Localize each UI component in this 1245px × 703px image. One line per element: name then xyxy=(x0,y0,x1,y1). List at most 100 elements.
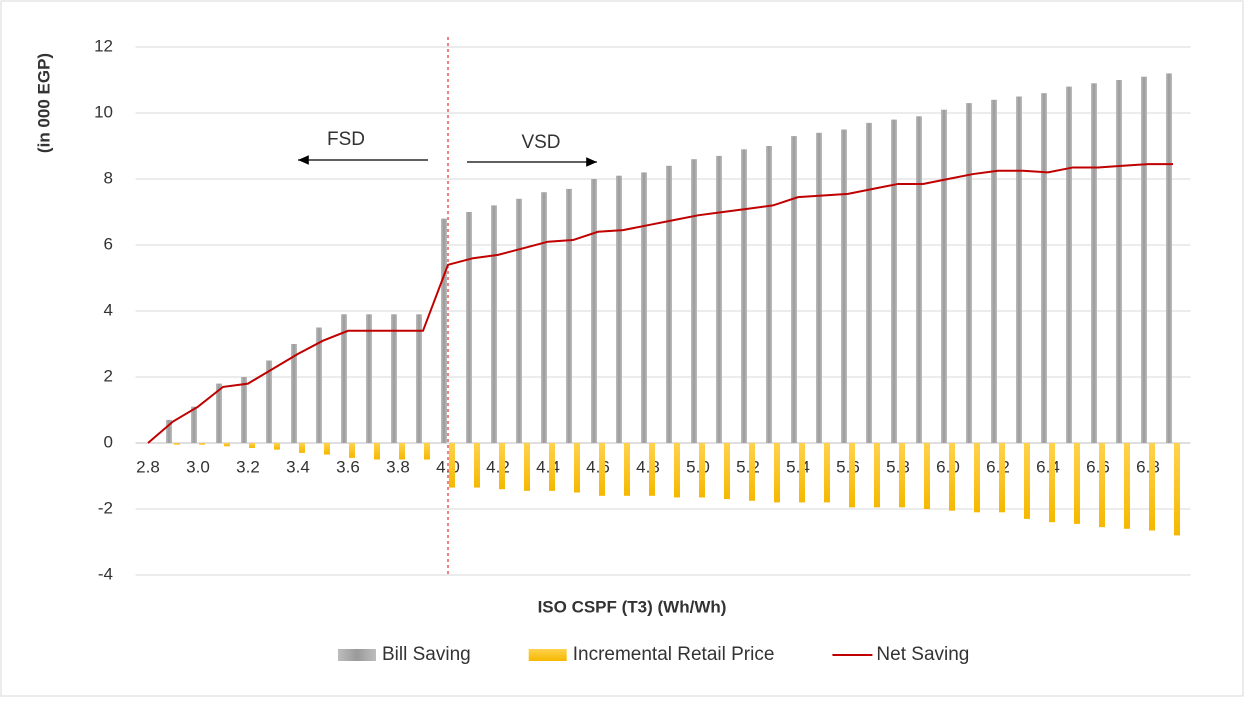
bar xyxy=(566,188,572,443)
bar xyxy=(574,443,580,493)
bar xyxy=(216,383,222,443)
x-tick-label: 3.8 xyxy=(386,457,410,476)
x-tick-label: 2.8 xyxy=(136,457,160,476)
y-axis-title: (in 000 EGP) xyxy=(34,53,53,153)
x-tick-label: 5.2 xyxy=(736,457,760,476)
x-tick-label: 3.6 xyxy=(336,457,360,476)
bar xyxy=(224,443,230,447)
bar xyxy=(491,205,497,443)
bar xyxy=(824,443,830,503)
bar xyxy=(791,136,797,443)
bar xyxy=(799,443,805,503)
bar xyxy=(899,443,905,508)
annotation: FSD xyxy=(327,129,365,150)
y-tick-label: 4 xyxy=(104,300,113,319)
bar xyxy=(241,377,247,443)
bar xyxy=(174,443,180,445)
bar xyxy=(1141,76,1147,443)
x-tick-label: 4.6 xyxy=(586,457,610,476)
bar xyxy=(341,314,347,443)
bar xyxy=(541,192,547,443)
x-tick-label: 6.8 xyxy=(1136,457,1160,476)
bar xyxy=(641,172,647,443)
bar xyxy=(891,119,897,443)
bar xyxy=(424,443,430,460)
y-tick-label: 2 xyxy=(104,366,113,385)
bar xyxy=(874,443,880,508)
x-tick-label: 6.4 xyxy=(1036,457,1060,476)
bar xyxy=(1174,443,1180,536)
bar xyxy=(1124,443,1130,529)
bar xyxy=(624,443,630,496)
x-tick-label: 4.8 xyxy=(636,457,660,476)
bar xyxy=(741,149,747,444)
line xyxy=(147,163,1173,444)
bar xyxy=(1116,80,1122,443)
legend-swatch xyxy=(528,649,567,661)
y-tick-label: 8 xyxy=(104,168,113,187)
y-tick-label: -4 xyxy=(98,564,113,583)
x-tick-label: 6.0 xyxy=(936,457,960,476)
bar xyxy=(549,443,555,491)
bar xyxy=(391,314,397,443)
bar xyxy=(1149,443,1155,531)
bar xyxy=(966,103,972,443)
bar xyxy=(516,198,522,443)
bar xyxy=(774,443,780,503)
bar xyxy=(1016,96,1022,443)
bar xyxy=(499,443,505,490)
bar xyxy=(1041,93,1047,443)
bar xyxy=(991,99,997,444)
bar xyxy=(191,406,197,443)
legend-label: Incremental Retail Price xyxy=(573,644,775,665)
x-tick-label: 4.2 xyxy=(486,457,510,476)
bar xyxy=(691,159,697,443)
bar xyxy=(866,122,872,444)
bar xyxy=(1049,443,1055,523)
bar xyxy=(524,443,530,491)
bar xyxy=(466,212,472,443)
bar xyxy=(266,360,272,443)
bar xyxy=(1166,73,1172,444)
bar xyxy=(416,314,422,443)
bar xyxy=(949,443,955,511)
x-tick-label: 5.8 xyxy=(886,457,910,476)
annotation: VSD xyxy=(521,132,560,153)
bar xyxy=(941,109,947,443)
bar xyxy=(841,129,847,443)
legend-label: Bill Saving xyxy=(382,644,471,665)
legend-label: Net Saving xyxy=(876,644,969,665)
bar xyxy=(816,132,822,444)
x-tick-label: 6.6 xyxy=(1086,457,1110,476)
bar xyxy=(1099,443,1105,528)
bar xyxy=(199,443,205,445)
bar xyxy=(1066,86,1072,443)
bar xyxy=(249,443,255,448)
bar xyxy=(924,443,930,509)
bar xyxy=(724,443,730,500)
bar xyxy=(374,443,380,460)
y-tick-label: 0 xyxy=(104,432,113,451)
bar xyxy=(674,443,680,498)
bar xyxy=(441,218,447,443)
x-tick-label: 4.4 xyxy=(536,457,560,476)
bar xyxy=(316,327,322,443)
x-tick-label: 3.0 xyxy=(186,457,210,476)
x-tick-label: 5.0 xyxy=(686,457,710,476)
x-tick-label: 3.4 xyxy=(286,457,310,476)
bar xyxy=(766,146,772,443)
x-tick-label: 6.2 xyxy=(986,457,1010,476)
bar xyxy=(749,443,755,501)
bar xyxy=(274,443,280,450)
y-tick-label: 6 xyxy=(104,234,113,253)
x-tick-label: 4.0 xyxy=(436,457,460,476)
bar xyxy=(349,443,355,458)
bar xyxy=(999,443,1005,513)
x-tick-label: 5.6 xyxy=(836,457,860,476)
y-tick-label: -2 xyxy=(98,498,113,517)
bar xyxy=(649,443,655,496)
bar xyxy=(449,443,455,488)
bar xyxy=(1024,443,1030,519)
bar xyxy=(974,443,980,513)
